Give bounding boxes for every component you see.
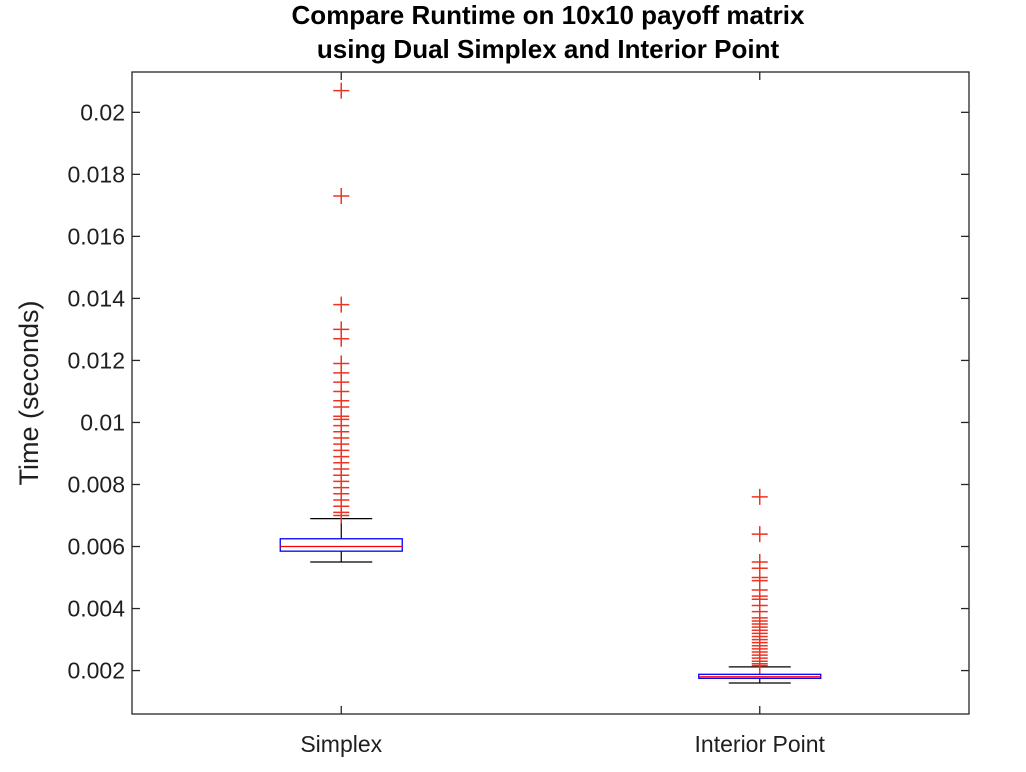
y-axis-label: Time (seconds) <box>14 300 44 485</box>
chart-title: Compare Runtime on 10x10 payoff matrix u… <box>292 0 805 64</box>
outlier-point <box>751 526 768 543</box>
box-group <box>698 488 822 684</box>
chart-title-line-1: Compare Runtime on 10x10 payoff matrix <box>292 0 805 30</box>
category-label: Interior Point <box>695 731 826 757</box>
y-axis-ticks: 0.002 0.004 0.006 0.008 0.01 0.012 0.014 0.016 0… <box>67 99 969 684</box>
y-tick-label: 0.008 <box>67 471 125 497</box>
y-tick-label: 0.02 <box>80 99 125 125</box>
chart-title-line-2: using Dual Simplex and Interior Point <box>317 34 780 64</box>
y-tick-label: 0.004 <box>67 596 125 622</box>
outlier-point <box>333 296 350 313</box>
outlier-point <box>751 657 768 674</box>
x-axis-categories: Simplex Interior Point <box>300 72 826 757</box>
outlier-point <box>333 330 350 347</box>
y-tick-label: 0.006 <box>67 534 125 560</box>
category-label: Simplex <box>300 731 382 757</box>
outlier-point <box>333 82 350 99</box>
y-tick-label: 0.01 <box>80 409 125 435</box>
interquartile-box <box>279 538 403 552</box>
y-tick-label: 0.016 <box>67 223 125 249</box>
y-tick-label: 0.018 <box>67 161 125 187</box>
outlier-point <box>751 488 768 505</box>
y-tick-label: 0.014 <box>67 285 125 311</box>
box-group <box>279 82 403 563</box>
outlier-point <box>333 507 350 524</box>
y-tick-label: 0.002 <box>67 658 125 684</box>
y-tick-label: 0.012 <box>67 347 125 373</box>
outlier-point <box>333 188 350 205</box>
plot-area-frame <box>131 71 970 715</box>
box-series <box>279 82 822 684</box>
